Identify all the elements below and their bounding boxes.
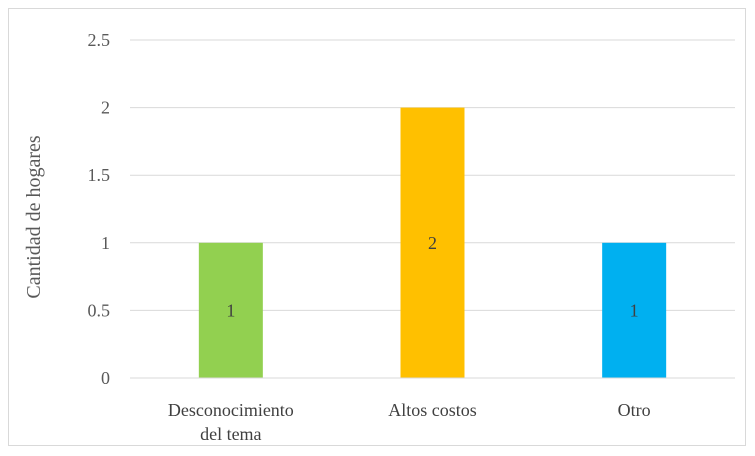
y-tick-label: 0.5 — [88, 300, 111, 320]
y-axis-label: Cantidad de hogares — [23, 135, 45, 298]
x-category-label: Desconocimiento — [168, 400, 294, 420]
y-tick-label: 0 — [101, 368, 110, 388]
x-category-label: del tema — [200, 424, 261, 444]
bars — [198, 107, 667, 378]
y-tick-label: 2 — [101, 98, 110, 118]
bar — [400, 107, 465, 378]
data-label: 2 — [428, 233, 437, 253]
x-category-label: Otro — [618, 400, 651, 420]
y-tick-label: 2.5 — [88, 30, 111, 50]
x-category-label: Altos costos — [388, 400, 477, 420]
y-tick-label: 1.5 — [88, 165, 111, 185]
data-label: 1 — [630, 300, 639, 320]
bar — [602, 242, 667, 378]
bar — [198, 242, 263, 378]
data-label: 1 — [226, 300, 235, 320]
y-tick-label: 1 — [101, 233, 110, 253]
data-labels: 1 2 1 — [226, 233, 638, 321]
x-axis-categories: Desconocimiento del tema Altos costos Otro — [168, 400, 651, 444]
y-axis-ticks: 0 0.5 1 1.5 2 2.5 — [88, 30, 111, 388]
